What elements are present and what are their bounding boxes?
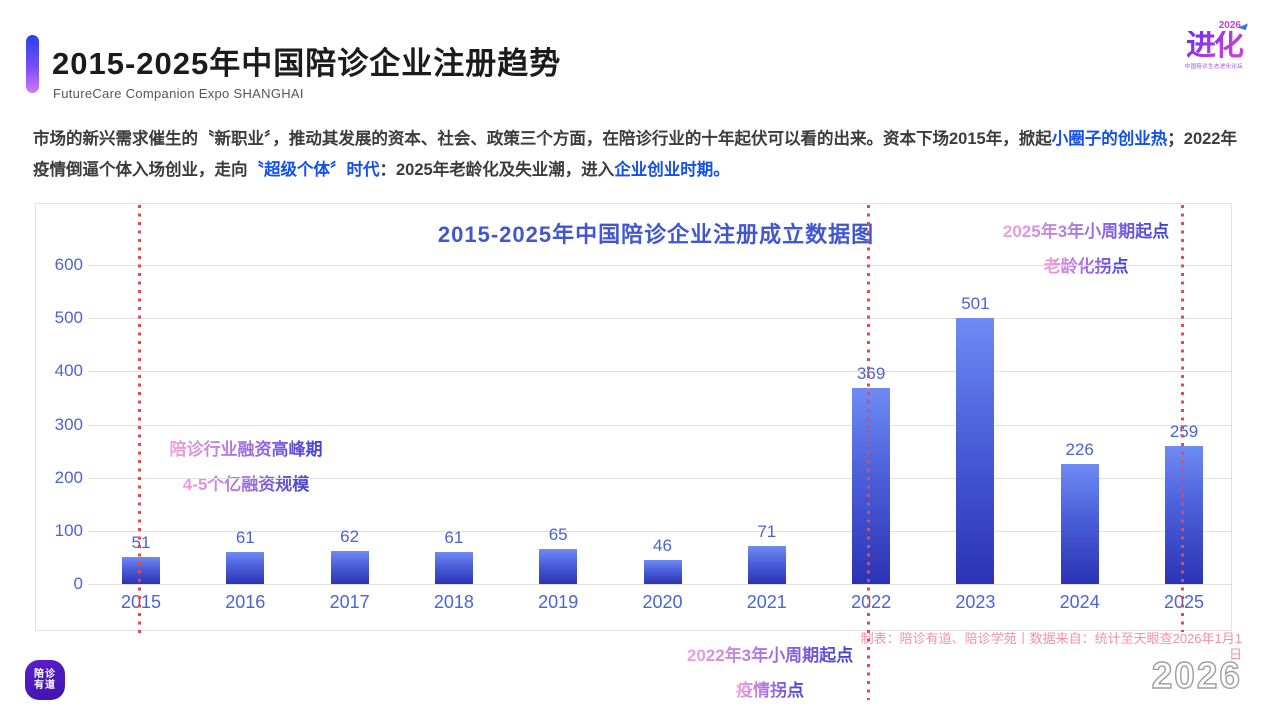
intro-segment: 企业创业时期。 — [614, 161, 730, 179]
bar-2018 — [434, 551, 473, 584]
y-axis-tick: 300 — [54, 414, 83, 434]
marker-line-2022 — [867, 205, 870, 700]
gridline — [88, 424, 1232, 426]
annotation-funding-line1: 陪诊行业融资高峰期 — [170, 432, 323, 467]
intro-segment: ；2022年疫情倒逼个体入场创业，走向 — [33, 130, 1237, 179]
bar-2019 — [539, 549, 578, 584]
x-axis-label-2017: 2017 — [329, 592, 370, 612]
value-label-2017: 62 — [340, 527, 360, 547]
data-source-attribution: 制表：陪诊有道、陪诊学苑丨数据来自：统计至天眼查2026年1月1日 — [860, 631, 1242, 662]
value-label-2016: 61 — [235, 527, 255, 547]
annotation-2022-line1: 2022年3年小周期起点 — [687, 638, 853, 673]
gridline — [88, 530, 1232, 532]
page-subtitle: FutureCare Companion Expo SHANGHAI — [53, 86, 304, 101]
bar-2023 — [956, 317, 995, 584]
intro-segment: 小圈子的创业热 — [1051, 130, 1168, 148]
value-label-2025: 259 — [1169, 422, 1199, 442]
page-title: 2015-2025年中国陪诊企业注册趋势 — [52, 46, 562, 81]
marker-line-2025 — [1181, 205, 1184, 632]
x-axis-label-2023: 2023 — [955, 592, 996, 612]
value-label-2022: 369 — [856, 363, 886, 383]
gridline — [88, 477, 1232, 479]
value-label-2020: 46 — [653, 535, 672, 555]
annotation-cycle-2025: 2025年3年小周期起点 老龄化拐点 — [961, 214, 1211, 284]
y-axis-tick: 0 — [73, 574, 83, 593]
x-axis-label-2019: 2019 — [538, 592, 579, 612]
intro-segment: 市场的新兴需求催生的〝新职业〞，推动其发展的资本、社会、政策三个方面，在陪诊行业… — [33, 130, 1052, 148]
bar-2022 — [852, 387, 891, 584]
company-logo: 陪诊 有道 — [25, 660, 65, 700]
y-axis-tick: 100 — [54, 520, 83, 540]
company-logo-line1: 陪诊 — [34, 669, 56, 680]
x-axis-label-2021: 2021 — [746, 592, 787, 612]
gridline — [88, 265, 1232, 266]
x-axis-label-2015: 2015 — [106, 592, 176, 613]
event-logo-tagline: 中国陪诊生态进化论坛 — [1184, 64, 1244, 70]
x-axis-label-2025: 2025 — [1149, 592, 1219, 613]
x-axis-label-2018: 2018 — [433, 592, 474, 612]
value-label-2021: 71 — [757, 522, 777, 542]
chart-title: 2015-2025年中国陪诊企业注册成立数据图 — [437, 222, 875, 247]
bar-2025 — [1165, 446, 1203, 584]
x-axis-label-2020: 2020 — [642, 592, 683, 612]
intro-paragraph: 市场的新兴需求催生的〝新职业〞，推动其发展的资本、社会、政策三个方面，在陪诊行业… — [33, 124, 1237, 186]
watermark-2026: 2026 — [1151, 654, 1242, 696]
chart-panel: 2015-2025年中国陪诊企业注册成立数据图 陪诊行业融资高峰期 4-5个亿融… — [35, 203, 1232, 631]
annotation-2025-line1: 2025年3年小周期起点 — [1003, 214, 1169, 249]
gridline — [88, 584, 1232, 585]
value-label-2015: 51 — [106, 533, 176, 553]
bar-2021 — [747, 546, 786, 584]
intro-segment: 〝超级个体〞时代 — [247, 161, 380, 179]
gridline — [88, 318, 1232, 320]
bar-2016 — [226, 551, 265, 584]
bar-2024 — [1060, 463, 1099, 584]
annotation-cycle-2022: 2022年3年小周期起点 疫情拐点 — [650, 638, 890, 708]
intro-segment: ：2025年老龄化及失业潮，进入 — [379, 161, 615, 179]
value-label-2023: 501 — [961, 293, 990, 313]
x-axis-label-2016: 2016 — [225, 592, 266, 612]
gridline — [88, 371, 1232, 373]
event-logo: 2026 进化 中国陪诊生态进化论坛 — [1179, 20, 1249, 70]
x-axis-label-2024: 2024 — [1059, 592, 1100, 612]
event-logo-name: 进化 — [1179, 31, 1249, 61]
bar-2017 — [330, 551, 369, 584]
company-logo-line2: 有道 — [34, 680, 56, 691]
annotation-funding-line2: 4-5个亿融资规模 — [183, 467, 310, 502]
y-axis-tick: 600 — [54, 255, 83, 274]
event-logo-year: 2026 — [1218, 20, 1241, 31]
value-label-2024: 226 — [1065, 439, 1094, 459]
title-accent-bar — [26, 35, 39, 93]
annotation-2022-line2: 疫情拐点 — [736, 673, 804, 708]
value-label-2018: 61 — [444, 527, 464, 547]
y-axis-tick: 400 — [54, 361, 83, 381]
bar-2015 — [122, 556, 160, 584]
y-axis-tick: 500 — [54, 308, 83, 328]
x-axis-label-2022: 2022 — [851, 592, 892, 612]
y-axis-tick: 200 — [54, 467, 83, 487]
bar-2020 — [643, 559, 682, 584]
annotation-funding-peak: 陪诊行业融资高峰期 4-5个亿融资规模 — [126, 432, 366, 502]
annotation-2025-line2: 老龄化拐点 — [1044, 249, 1129, 284]
marker-line-2015 — [138, 205, 141, 638]
value-label-2019: 65 — [548, 525, 568, 545]
